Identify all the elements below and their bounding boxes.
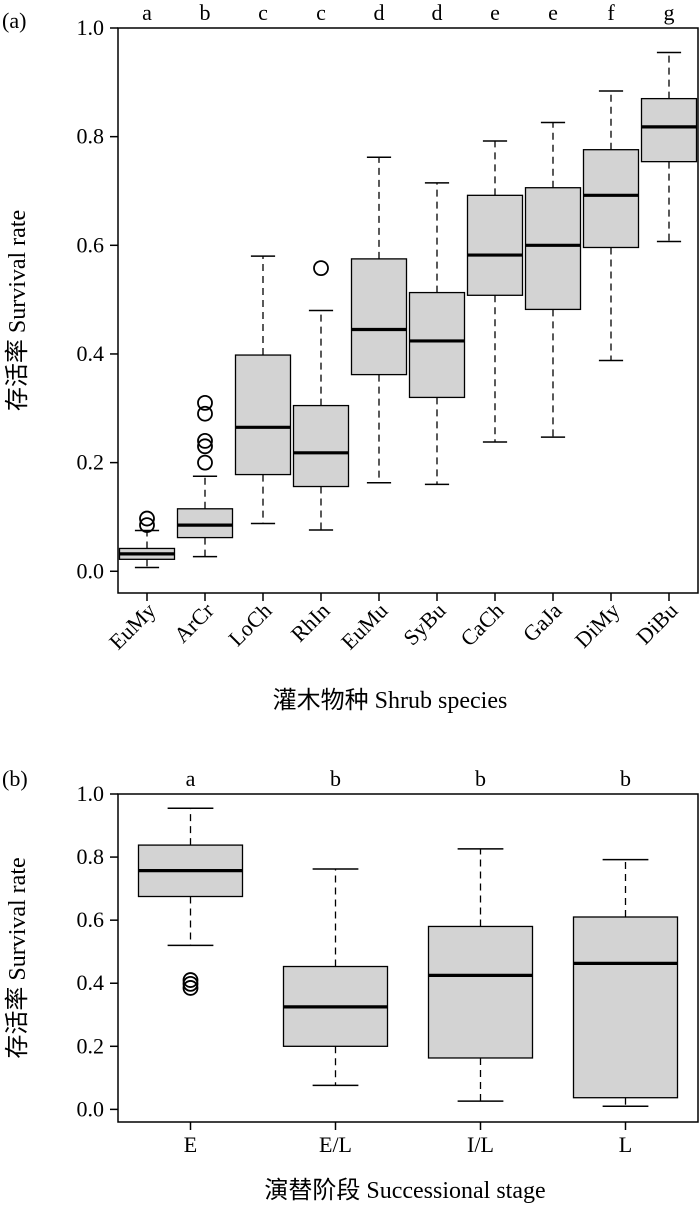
y-tick-label: 1.0 — [77, 15, 105, 40]
y-axis-label: 存活率 Survival rate — [4, 857, 31, 1058]
panel-b: (b) 0.0 0.2 0.4 0.6 0.8 1.0 存活率 Survival rate 演替… — [2, 766, 699, 1204]
x-tick-label: EuMu — [336, 598, 393, 655]
y-tick-label: 0.2 — [77, 450, 105, 475]
significance-letter: b — [620, 766, 631, 791]
x-tick-label: EuMy — [104, 598, 161, 655]
significance-letter: g — [664, 0, 675, 25]
x-tick-label: SyBu — [398, 598, 450, 650]
plot-frame — [117, 793, 699, 1123]
x-tick-label: CaCh — [455, 598, 508, 651]
y-tick-label: 0.8 — [77, 844, 105, 869]
iqr-box — [408, 291, 466, 399]
significance-letter: b — [330, 766, 341, 791]
significance-letter: c — [258, 0, 268, 25]
outlier-point — [197, 454, 213, 471]
iqr-box — [640, 97, 698, 163]
significance-letter: a — [186, 766, 196, 791]
significance-letter: e — [490, 0, 500, 25]
x-tick-label: DiBu — [631, 598, 682, 649]
outlier-point — [182, 972, 199, 988]
significance-letter: d — [432, 0, 443, 25]
iqr-box — [176, 508, 234, 539]
y-axis-label: 存活率 Survival rate — [4, 210, 31, 411]
x-axis-label: 演替阶段 Successional stage — [264, 1177, 545, 1204]
iqr-box — [234, 354, 292, 476]
y-tick-label: 0.8 — [77, 124, 105, 149]
y-tick-label: 0.6 — [77, 907, 105, 932]
x-tick-label: I/L — [467, 1132, 494, 1157]
iqr-box — [582, 149, 640, 249]
iqr-box — [427, 925, 534, 1059]
outlier-point — [182, 975, 199, 992]
y-tick-label: 0.0 — [77, 558, 105, 583]
y-tick-label: 0.4 — [77, 341, 105, 366]
x-axis-label: 灌木物种 Shrub species — [273, 687, 508, 714]
x-tick-label: E/L — [319, 1132, 352, 1157]
x-tick-label: LoCh — [223, 598, 276, 651]
iqr-box — [466, 194, 524, 296]
panel-a: (a) 0.0 0.2 0.4 0.6 0.8 1.0 存活率 Survival rate 灌木… — [2, 0, 699, 714]
outlier-point — [139, 517, 155, 533]
significance-letter: a — [142, 0, 152, 25]
outlier-point — [197, 405, 213, 422]
panel-label: (b) — [2, 766, 28, 791]
significance-letter: d — [374, 0, 385, 25]
y-tick-label: 0.0 — [77, 1096, 105, 1121]
x-tick-label: L — [619, 1132, 632, 1157]
significance-letter: f — [607, 0, 615, 25]
y-tick-label: 0.2 — [77, 1033, 105, 1058]
significance-letter: b — [475, 766, 486, 791]
x-tick-label: E — [184, 1132, 197, 1157]
outlier-point — [197, 432, 213, 449]
significance-letter: c — [316, 0, 326, 25]
outlier-point — [197, 438, 213, 455]
x-tick-label: GaJa — [518, 598, 567, 647]
y-tick-label: 0.6 — [77, 232, 105, 257]
iqr-box — [572, 916, 679, 1099]
outlier-point — [313, 260, 329, 277]
x-tick-label: ArCr — [169, 597, 219, 647]
y-tick-label: 1.0 — [77, 781, 105, 806]
plot-frame — [117, 27, 699, 594]
outlier-point — [197, 394, 213, 411]
iqr-box — [350, 258, 408, 376]
x-tick-label: DiMy — [570, 598, 625, 653]
y-tick-label: 0.4 — [77, 970, 105, 995]
outlier-point — [139, 510, 155, 527]
iqr-box — [524, 187, 582, 311]
significance-letter: e — [548, 0, 558, 25]
panel-label: (a) — [2, 8, 26, 33]
outlier-point — [182, 980, 199, 996]
x-tick-label: RhIn — [286, 598, 335, 647]
iqr-box — [292, 404, 350, 488]
significance-letter: b — [200, 0, 211, 25]
